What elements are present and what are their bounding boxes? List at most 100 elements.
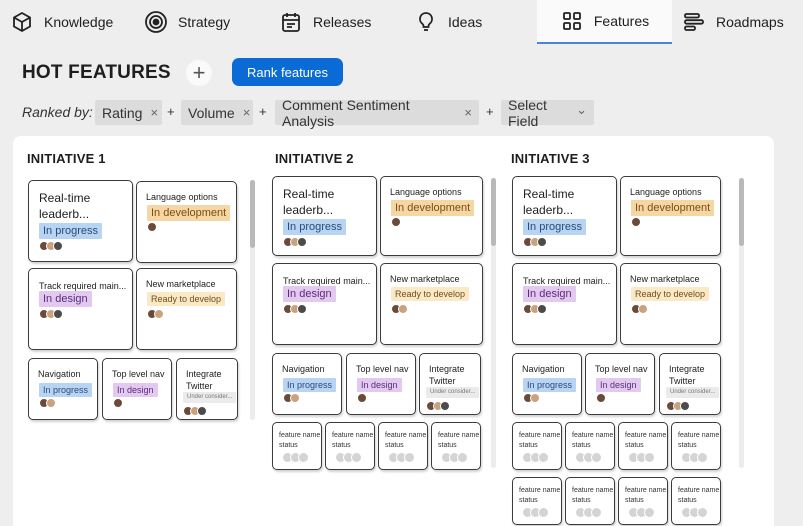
avatar	[537, 304, 547, 314]
scrollbar[interactable]	[491, 178, 496, 468]
nav-label-knowledge: Knowledge	[44, 14, 114, 30]
avatar	[391, 217, 401, 227]
feature-card[interactable]: Real-time leaderb... In progress	[28, 180, 133, 262]
status-badge: Under consider...	[426, 387, 480, 398]
placeholder-status: status	[519, 497, 538, 504]
page-title: HOT FEATURES	[22, 62, 171, 83]
filter-chip-volume[interactable]: Volume ×	[181, 100, 253, 125]
placeholder-card[interactable]: feature name status	[565, 422, 615, 470]
feature-card[interactable]: Navigation In progress	[512, 353, 582, 415]
avatar	[398, 304, 408, 314]
feature-card[interactable]: New marketplace Ready to develop	[380, 263, 483, 345]
placeholder-title: feature name	[572, 487, 614, 494]
feature-card[interactable]: Language options In development	[620, 176, 721, 256]
filter-chip-rating[interactable]: Rating ×	[95, 100, 162, 125]
avatar	[530, 393, 540, 403]
feature-title: Integrate Twitter	[186, 369, 222, 391]
scrollbar-thumb[interactable]	[250, 180, 255, 248]
scrollbar-thumb[interactable]	[739, 178, 744, 246]
feature-card[interactable]: Integrate Twitter Under consider...	[419, 353, 481, 415]
status-badge: In design	[39, 291, 92, 307]
remove-icon[interactable]: ×	[150, 105, 159, 120]
feature-card[interactable]: Integrate Twitter Under consider...	[659, 353, 721, 415]
placeholder-status: status	[279, 442, 298, 449]
chip-label: Rating	[102, 104, 143, 121]
grid-icon	[562, 12, 581, 30]
calendar-icon	[282, 13, 300, 32]
placeholder-status: status	[572, 497, 591, 504]
nav-item-strategy[interactable]: Strategy	[144, 0, 254, 44]
status-badge: In design	[113, 383, 158, 397]
placeholder-card[interactable]: feature name status	[512, 477, 562, 525]
scrollbar[interactable]	[739, 178, 744, 468]
placeholder-title: feature name	[519, 432, 561, 439]
remove-icon[interactable]: ×	[464, 105, 472, 120]
avatar-group	[39, 398, 56, 408]
status-badge: In development	[631, 200, 715, 216]
avatar	[290, 393, 300, 403]
placeholder-card[interactable]: feature name status	[272, 422, 322, 470]
remove-icon[interactable]: ×	[242, 105, 251, 120]
nav-item-features[interactable]: Features	[537, 0, 672, 44]
placeholder-card[interactable]: feature name status	[512, 422, 562, 470]
placeholder-card[interactable]: feature name status	[618, 422, 668, 470]
nav-label-strategy: Strategy	[178, 14, 231, 30]
avatar-placeholders	[575, 507, 602, 518]
placeholder-card[interactable]: feature name status	[671, 477, 721, 525]
feature-card[interactable]: Integrate Twitter Under consider...	[176, 358, 238, 420]
feature-card[interactable]: Track required main... In design	[512, 263, 617, 345]
avatar	[154, 309, 164, 319]
status-badge: In progress	[283, 378, 337, 392]
avatar	[46, 398, 56, 408]
add-button[interactable]: +	[186, 60, 212, 86]
avatar-placeholder	[404, 452, 415, 463]
feature-card[interactable]: Track required main... In design	[272, 263, 377, 345]
status-badge: In design	[357, 378, 402, 392]
feature-card[interactable]: Real-time leaderb... In progress	[272, 176, 377, 256]
select-field-dropdown[interactable]: Select Field ⌄	[501, 97, 594, 129]
nav-item-roadmaps[interactable]: Roadmaps	[682, 0, 800, 44]
feature-card[interactable]: Language options In development	[380, 176, 483, 256]
feature-card[interactable]: Track required main... In design	[28, 268, 133, 350]
placeholder-card[interactable]: feature name status	[325, 422, 375, 470]
feature-card[interactable]: New marketplace Ready to develop	[136, 268, 237, 350]
placeholder-card[interactable]: feature name status	[378, 422, 428, 470]
feature-title: Navigation	[38, 369, 81, 379]
placeholder-status: status	[438, 442, 457, 449]
feature-card[interactable]: Top level nav In design	[346, 353, 416, 415]
nav-item-knowledge[interactable]: Knowledge	[10, 0, 130, 44]
feature-card[interactable]: Language options In development	[136, 181, 237, 263]
filter-chip-comment-sentiment[interactable]: Comment Sentiment Analysis ×	[275, 97, 479, 129]
feature-card[interactable]: Real-time leaderb... In progress	[512, 176, 617, 256]
placeholder-card[interactable]: feature name status	[431, 422, 481, 470]
status-badge: In development	[147, 205, 231, 221]
placeholder-title: feature name	[279, 432, 321, 439]
placeholder-status: status	[625, 442, 644, 449]
avatar	[537, 237, 547, 247]
scrollbar-thumb[interactable]	[491, 178, 496, 246]
nav-item-ideas[interactable]: Ideas	[414, 0, 504, 44]
status-badge: In design	[596, 378, 641, 392]
nav-item-releases[interactable]: Releases	[279, 0, 389, 44]
avatar-placeholders	[522, 452, 549, 463]
scrollbar[interactable]	[250, 180, 255, 420]
feature-card[interactable]: New marketplace Ready to develop	[620, 263, 721, 345]
rank-features-button[interactable]: Rank features	[232, 58, 343, 86]
feature-card[interactable]: Navigation In progress	[28, 358, 98, 420]
placeholder-title: feature name	[678, 487, 720, 494]
avatar-group	[631, 304, 648, 314]
placeholder-card[interactable]: feature name status	[565, 477, 615, 525]
feature-card[interactable]: Navigation In progress	[272, 353, 342, 415]
lightbulb-icon	[419, 12, 433, 31]
placeholder-card[interactable]: feature name status	[618, 477, 668, 525]
avatar-placeholders	[441, 452, 468, 463]
placeholder-card[interactable]: feature name status	[671, 422, 721, 470]
feature-card[interactable]: Top level nav In design	[585, 353, 655, 415]
chevron-down-icon: ⌄	[576, 102, 587, 117]
feature-title: Top level nav	[112, 369, 165, 379]
avatar-placeholder	[538, 452, 549, 463]
feature-card[interactable]: Top level nav In design	[102, 358, 172, 420]
status-badge: Ready to develop	[391, 287, 470, 301]
status-badge: In progress	[523, 219, 587, 235]
avatar-group	[283, 393, 300, 403]
